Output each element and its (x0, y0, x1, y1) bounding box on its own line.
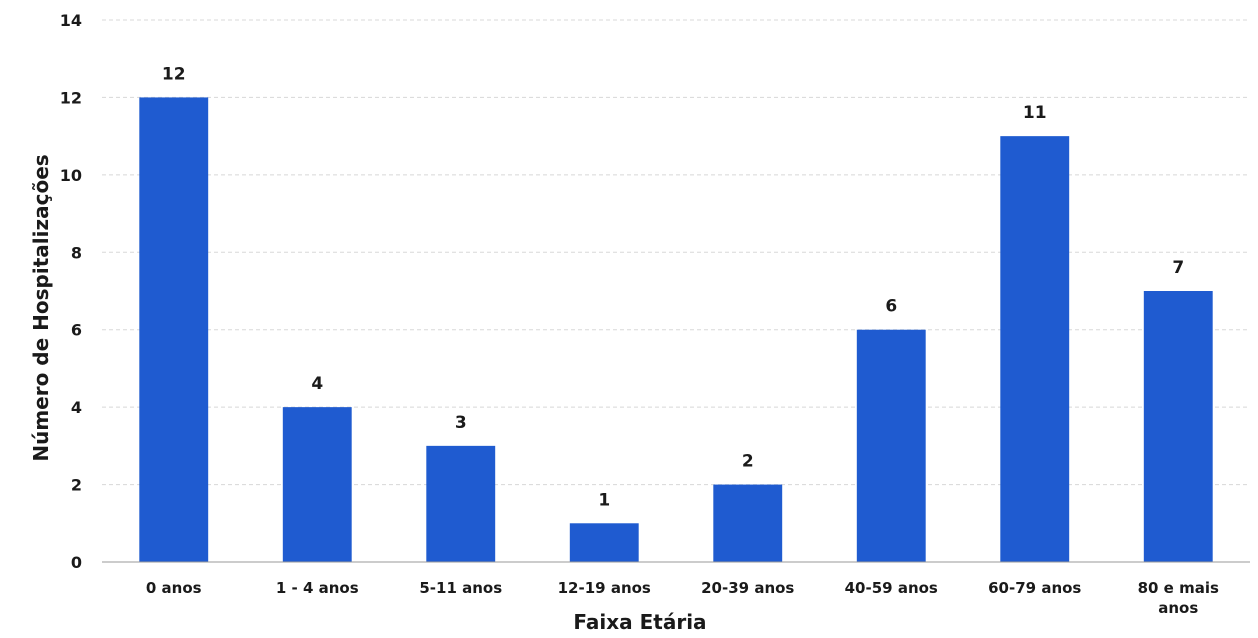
bar (426, 445, 496, 562)
data-label: 3 (455, 413, 467, 433)
x-tick-label: 80 e mais anos (1138, 579, 1219, 617)
x-tick-label: 40-59 anos (845, 579, 938, 597)
bar (569, 523, 639, 562)
x-tick-labels: 0 anos 1 - 4 anos 5-11 anos 12-19 anos 20-39… (146, 579, 1219, 617)
x-tick-label: 60-79 anos (988, 579, 1081, 597)
y-tick-label: 8 (71, 243, 82, 262)
y-tick-label: 2 (71, 476, 82, 495)
y-tick-labels: 0 2 4 6 8 10 12 14 (60, 11, 82, 572)
x-tick-label: 0 anos (146, 579, 202, 597)
gridlines (102, 19, 1250, 486)
data-label: 6 (885, 297, 897, 317)
bar (139, 97, 209, 562)
data-label: 11 (1023, 103, 1047, 123)
data-label: 2 (742, 452, 754, 472)
data-label: 1 (598, 490, 610, 510)
x-axis-title: Faixa Etária (573, 610, 706, 634)
y-tick-label: 4 (71, 398, 82, 417)
x-tick-label: 1 - 4 anos (276, 579, 359, 597)
bar (856, 329, 926, 562)
data-label: 12 (162, 64, 186, 84)
x-tick-label: 12-19 anos (558, 579, 651, 597)
bar (713, 484, 783, 562)
y-tick-label: 0 (71, 553, 82, 572)
y-axis-title: Número de Hospitalizações (29, 154, 53, 461)
x-tick-label: 20-39 anos (701, 579, 794, 597)
bar (1143, 291, 1213, 562)
data-label: 4 (311, 374, 323, 394)
bar (1000, 136, 1070, 562)
bars (139, 97, 1213, 562)
x-tick-label: 5-11 anos (419, 579, 502, 597)
y-tick-label: 6 (71, 321, 82, 340)
y-tick-label: 14 (60, 11, 82, 30)
y-tick-label: 10 (60, 166, 82, 185)
y-tick-label: 12 (60, 88, 82, 107)
data-label: 7 (1172, 258, 1184, 278)
bar (282, 407, 352, 562)
